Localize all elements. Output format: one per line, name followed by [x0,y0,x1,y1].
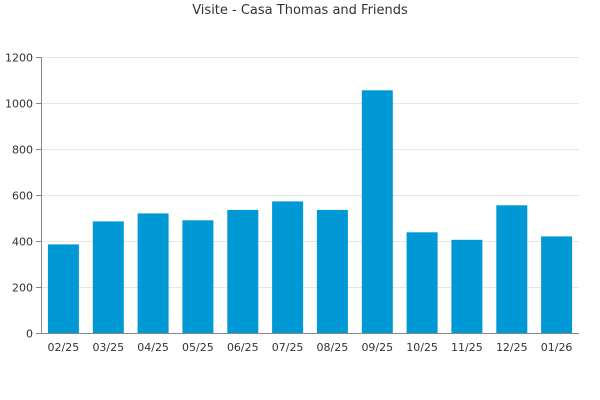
x-tick-label: 07/25 [272,341,304,354]
x-tick-label: 02/25 [48,341,80,354]
bar [541,236,573,333]
y-tick-label: 200 [12,282,33,295]
y-tick-label: 600 [12,190,33,203]
tick-labels: 0 200 400 600 800 1000 1200 02/25 03/25 04/25 05/2… [5,52,572,355]
bar [272,201,304,333]
x-tick-label: 12/25 [496,341,528,354]
chart-title: Visite - Casa Thomas and Friends [192,3,408,18]
bar [47,244,79,333]
y-tick-label: 1000 [5,98,33,111]
x-tick-label: 09/25 [361,341,393,354]
bar [137,213,169,333]
bar [406,232,438,333]
x-tick-label: 06/25 [227,341,259,354]
x-tick-label: 01/26 [541,341,573,354]
bar [316,209,348,333]
y-tick-label: 800 [12,144,33,157]
bar [361,90,393,333]
y-tick-label: 1200 [5,52,33,65]
x-tick-label: 11/25 [451,341,483,354]
x-tick-label: 05/25 [182,341,214,354]
bar [496,205,528,333]
x-tick-label: 03/25 [92,341,124,354]
bar [451,239,483,333]
y-tick-label: 400 [12,236,33,249]
x-tick-label: 08/25 [317,341,349,354]
grid-lines [41,57,579,288]
bars [47,90,573,333]
bar [92,221,124,333]
bar [227,209,259,333]
x-tick-label: 10/25 [406,341,438,354]
y-tick-label: 0 [26,328,33,341]
bar [182,220,214,333]
x-tick-label: 04/25 [137,341,169,354]
axes [36,57,579,334]
